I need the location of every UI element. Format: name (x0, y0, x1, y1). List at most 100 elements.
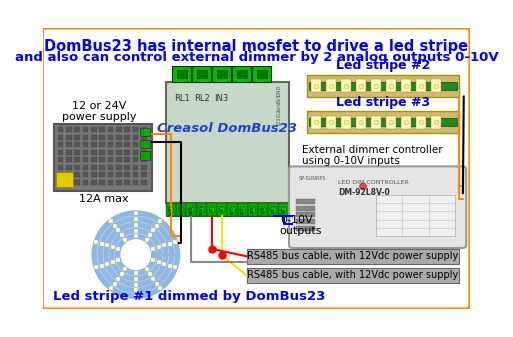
Ellipse shape (230, 207, 235, 213)
Text: RS485 bus cable, with 12Vdc power supply: RS485 bus cable, with 12Vdc power supply (247, 271, 458, 280)
Text: RL2: RL2 (194, 94, 209, 103)
Bar (140, 128, 150, 136)
Bar (238, 203, 247, 216)
Bar (99, 142, 105, 147)
Bar (83, 157, 88, 162)
Bar (297, 199, 315, 204)
Bar (309, 82, 457, 90)
Bar (192, 66, 211, 82)
Bar (56, 172, 73, 187)
Bar (357, 79, 366, 92)
Bar (132, 150, 139, 155)
Bar (386, 79, 397, 92)
Bar (83, 180, 88, 185)
Bar (132, 165, 139, 170)
Text: External dimmer controller
using 0-10V inputs: External dimmer controller using 0-10V i… (302, 145, 443, 166)
Ellipse shape (261, 207, 266, 213)
Bar (176, 203, 186, 216)
Bar (91, 135, 97, 140)
Bar (212, 66, 231, 82)
Text: and also can control external dimmer by 2 analog outputs 0-10V: and also can control external dimmer by … (15, 51, 498, 64)
Ellipse shape (240, 207, 246, 213)
Bar (307, 75, 459, 96)
Bar (186, 203, 196, 216)
Bar (91, 172, 97, 177)
Bar (268, 203, 279, 216)
Bar (141, 157, 147, 162)
Bar (83, 165, 88, 170)
Bar (311, 79, 322, 92)
Ellipse shape (360, 183, 366, 190)
Bar (326, 116, 337, 129)
Text: V1: V1 (271, 207, 275, 213)
Bar (91, 127, 97, 132)
Bar (108, 127, 113, 132)
Bar (99, 165, 105, 170)
Bar (248, 203, 258, 216)
Bar (132, 172, 139, 177)
Bar (401, 79, 411, 92)
Bar (91, 157, 97, 162)
Bar (116, 142, 122, 147)
Bar (132, 180, 139, 185)
Bar (57, 142, 64, 147)
Bar (342, 116, 351, 129)
Bar (297, 219, 315, 224)
Bar (256, 70, 267, 78)
Text: Led stripe #2: Led stripe #2 (336, 59, 430, 72)
Text: SP-SUNRPS: SP-SUNRPS (299, 176, 326, 181)
Text: IN1: IN1 (251, 206, 255, 213)
Bar (99, 172, 105, 177)
Bar (108, 157, 113, 162)
Bar (141, 127, 147, 132)
Bar (83, 150, 88, 155)
Bar (132, 135, 139, 140)
Bar (227, 203, 237, 216)
Ellipse shape (281, 207, 287, 213)
Bar (124, 127, 130, 132)
Bar (108, 180, 113, 185)
Bar (376, 195, 455, 236)
Bar (166, 82, 289, 203)
Ellipse shape (199, 207, 205, 213)
Bar (431, 79, 441, 92)
Bar (108, 142, 113, 147)
Text: Led-: Led- (179, 205, 183, 214)
Bar (74, 127, 80, 132)
Bar (247, 249, 459, 264)
Bar (66, 172, 72, 177)
Bar (74, 165, 80, 170)
Bar (309, 118, 457, 126)
Bar (311, 116, 322, 129)
Bar (91, 150, 97, 155)
Bar (307, 112, 459, 133)
Bar (66, 135, 72, 140)
Bar (401, 116, 411, 129)
FancyBboxPatch shape (42, 27, 470, 310)
Text: Creasol DomBus23: Creasol DomBus23 (157, 122, 298, 135)
Bar (83, 172, 88, 177)
Bar (74, 157, 80, 162)
Ellipse shape (189, 207, 194, 213)
Bar (66, 127, 72, 132)
Bar (141, 180, 147, 185)
Text: LED DIM CONTROLLER: LED DIM CONTROLLER (338, 180, 409, 185)
Bar (74, 135, 80, 140)
Bar (417, 116, 426, 129)
Bar (166, 203, 175, 216)
Bar (57, 180, 64, 185)
Bar (74, 142, 80, 147)
Bar (116, 157, 122, 162)
Bar (124, 150, 130, 155)
Bar (99, 127, 105, 132)
Bar (132, 157, 139, 162)
Bar (116, 127, 122, 132)
Bar (91, 165, 97, 170)
Bar (116, 150, 122, 155)
Text: DM-92L8V-0: DM-92L8V-0 (338, 188, 390, 197)
Bar (176, 70, 187, 78)
Bar (99, 180, 105, 185)
Text: 5V3: 5V3 (277, 93, 282, 103)
Text: GND: GND (189, 205, 193, 215)
Bar (141, 150, 147, 155)
